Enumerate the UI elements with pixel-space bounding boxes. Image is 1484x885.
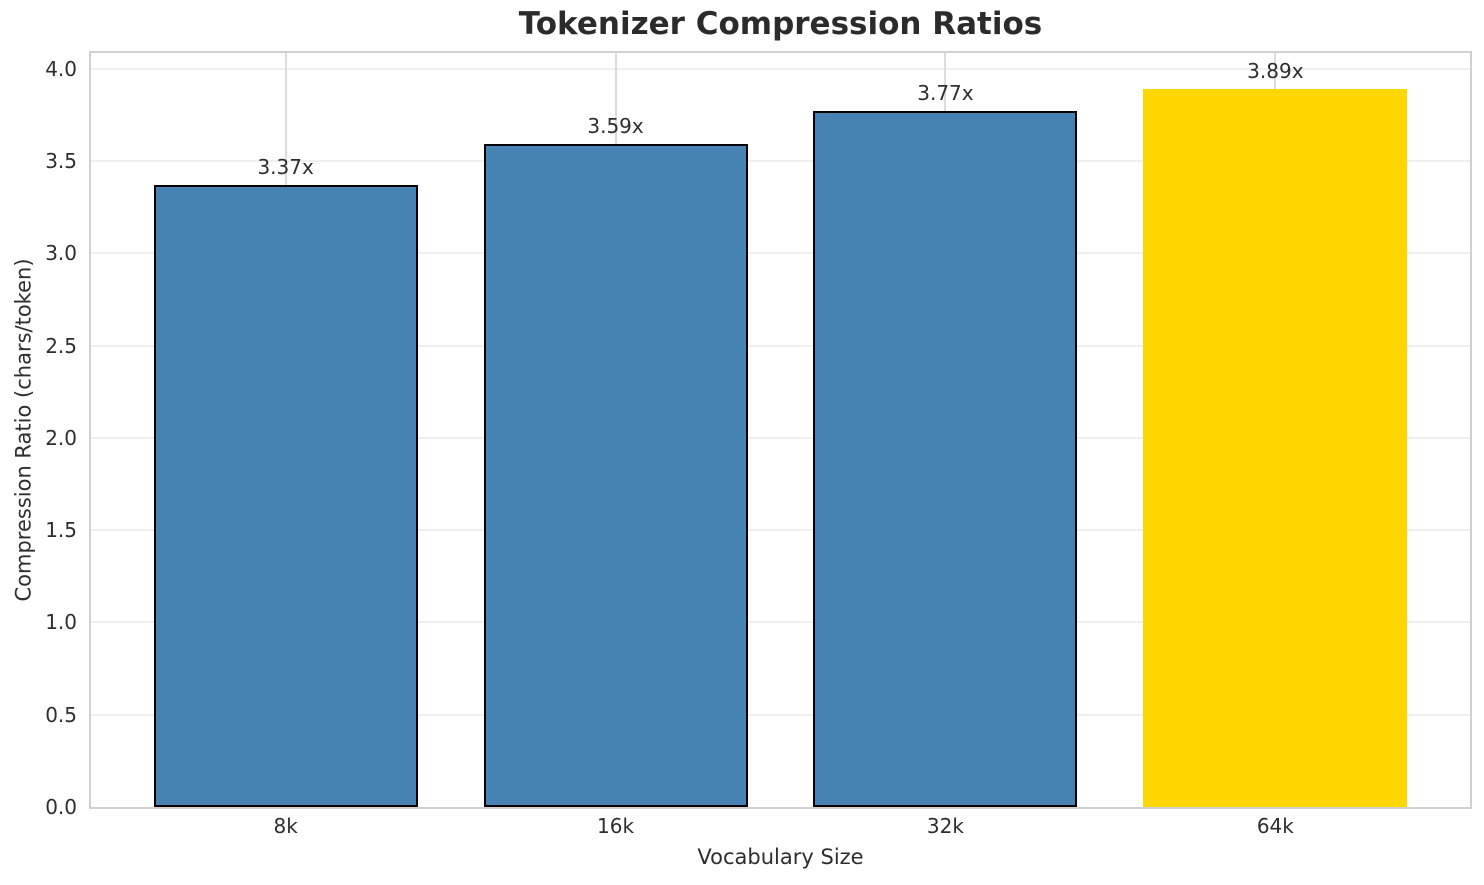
y-tick-label: 3.0 (45, 241, 77, 266)
x-tick-label-32k: 32k (926, 814, 964, 838)
bar-value-label-64k: 3.89x (1247, 58, 1304, 83)
y-tick-label: 1.0 (45, 610, 77, 635)
bar-64k (1143, 89, 1408, 807)
y-tick-label: 0.5 (45, 702, 77, 727)
x-axis-label: Vocabulary Size (697, 845, 864, 869)
gridline-horizontal (91, 159, 1470, 162)
gridline-horizontal (91, 344, 1470, 347)
gridline-horizontal (91, 67, 1470, 70)
x-tick-label-64k: 64k (1256, 814, 1294, 838)
plot-area: 3.37x 3.59x 3.77x 3.89x (89, 51, 1472, 809)
bar-8k (153, 184, 418, 807)
gridline-horizontal (91, 436, 1470, 439)
bar-value-label-32k: 3.77x (917, 81, 974, 106)
gridline-horizontal (91, 621, 1470, 624)
y-tick-label: 1.5 (45, 518, 77, 543)
x-tick-label-16k: 16k (597, 814, 635, 838)
bar-32k (813, 111, 1078, 807)
bar-value-label-16k: 3.59x (587, 114, 644, 139)
gridline-horizontal (91, 713, 1470, 716)
chart-title: Tokenizer Compression Ratios (518, 6, 1043, 42)
gridline-horizontal (91, 252, 1470, 255)
bar-16k (483, 144, 748, 807)
y-tick-label: 2.5 (45, 333, 77, 358)
bar-value-label-8k: 3.37x (257, 154, 314, 179)
y-tick-label: 0.0 (45, 795, 77, 819)
y-tick-label: 2.0 (45, 425, 77, 450)
x-tick-label-8k: 8k (273, 814, 298, 838)
gridline-horizontal (91, 529, 1470, 532)
y-tick-label: 4.0 (45, 56, 77, 81)
y-tick-label: 3.5 (45, 148, 77, 173)
